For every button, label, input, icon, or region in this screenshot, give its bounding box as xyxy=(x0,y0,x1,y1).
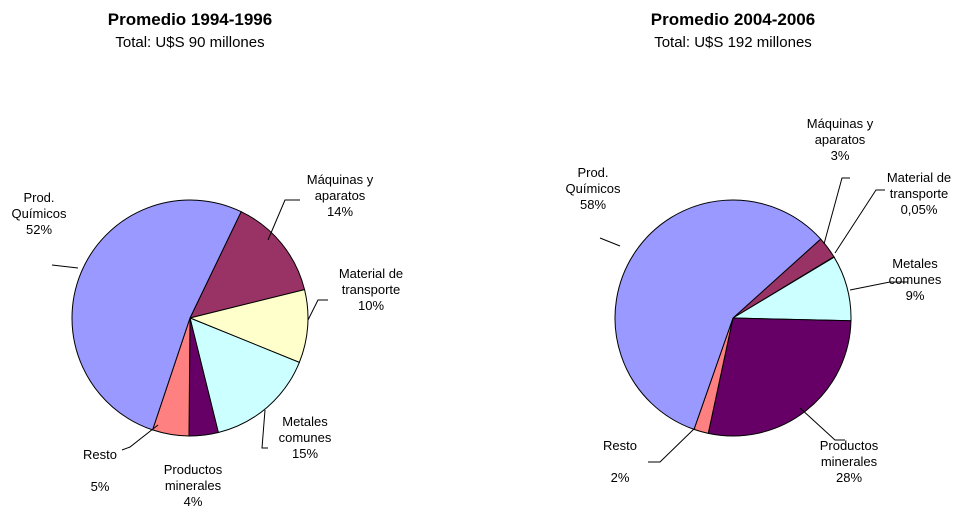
leader-line xyxy=(267,199,300,241)
leader-line xyxy=(648,427,696,463)
chart-subtitle: Total: U$S 90 millones xyxy=(115,34,265,51)
pie-slice xyxy=(189,317,300,434)
slice-label: Productos minerales xyxy=(163,462,223,493)
slice-value-label: 28% xyxy=(835,470,863,485)
leader-line xyxy=(823,177,850,245)
slice-value-label: 15% xyxy=(291,446,319,461)
slice-value-label: 52% xyxy=(25,222,53,237)
slice-label: Máquinas y aparatos xyxy=(806,116,874,147)
pie-slice xyxy=(707,317,852,437)
slice-label: Máquinas y aparatos xyxy=(306,172,374,203)
slice-value-label: 4% xyxy=(183,494,203,509)
pie-slice xyxy=(614,199,822,431)
leader-line xyxy=(307,299,328,321)
slice-label: Metales comunes xyxy=(278,414,332,445)
slice-label: Prod. Químicos xyxy=(11,190,67,221)
slice-value-label: 5% xyxy=(90,479,110,494)
slice-value-label: 2% xyxy=(610,470,630,485)
slice-value-label: 14% xyxy=(326,204,354,219)
chart-title: Promedio 1994-1996 xyxy=(107,10,273,29)
slice-label: Material de transporte xyxy=(338,266,404,297)
slice-label: Prod. Químicos xyxy=(565,165,621,196)
pie-slice xyxy=(188,289,309,364)
slice-value-label: 10% xyxy=(357,298,385,313)
slice-value-label: 0,05% xyxy=(900,202,938,217)
leader-line xyxy=(599,237,621,247)
slice-label: Metales comunes xyxy=(888,256,942,287)
leader-line xyxy=(261,409,268,449)
chart-subtitle: Total: U$S 192 millones xyxy=(654,34,812,51)
leader-line xyxy=(834,189,885,254)
slice-value-label: 3% xyxy=(830,148,850,163)
slice-value-label: 9% xyxy=(905,288,925,303)
leader-line xyxy=(51,264,79,269)
leader-line xyxy=(799,407,845,441)
slice-label: Material de transporte xyxy=(886,170,952,201)
leader-line xyxy=(121,424,159,451)
chart-title: Promedio 2004-2006 xyxy=(650,10,816,29)
slice-label: Resto xyxy=(603,438,637,453)
leader-line xyxy=(849,281,908,291)
pie-slice xyxy=(189,211,306,319)
slice-label: Resto xyxy=(83,447,117,462)
slice-label: Productos minerales xyxy=(819,438,879,469)
slice-value-label: 58% xyxy=(579,197,607,212)
pie-slice xyxy=(71,199,242,431)
